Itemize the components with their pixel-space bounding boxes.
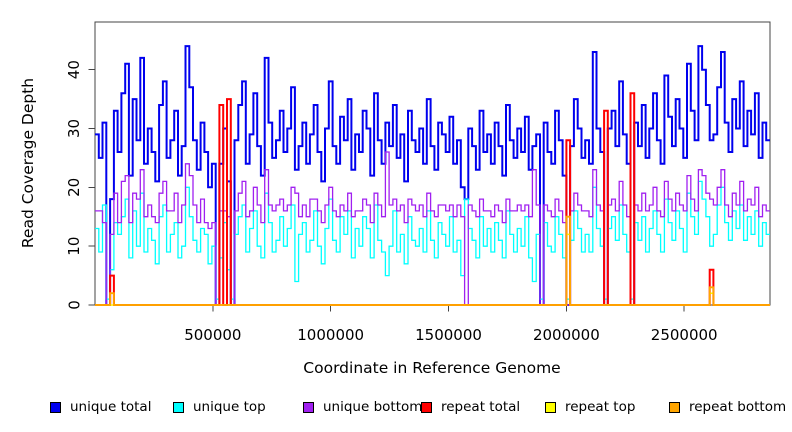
series-line-unique-total: [95, 45, 770, 306]
legend-swatch-repeat-total-icon: [421, 401, 432, 413]
legend: unique total unique top unique bottom re…: [0, 397, 792, 419]
y-axis-title: Read Coverage Depth: [19, 78, 37, 248]
y-tick-label: 0: [65, 300, 83, 310]
legend-label-unique-top: unique top: [193, 399, 266, 415]
x-tick-label: 1000000: [297, 326, 364, 344]
legend-label-repeat-bottom: repeat bottom: [689, 399, 787, 415]
x-tick-label: 500000: [184, 326, 241, 344]
legend-item-repeat-top: repeat top: [545, 397, 635, 417]
legend-swatch-unique-total-icon: [50, 401, 61, 413]
legend-label-unique-total: unique total: [70, 399, 152, 415]
legend-swatch-unique-bottom-icon: [303, 401, 314, 413]
coverage-plot: 500000 1000000 1500000 2000000 2500000 0 10 20 3…: [19, 21, 771, 377]
x-axis-title: Coordinate in Reference Genome: [303, 359, 560, 377]
legend-item-repeat-total: repeat total: [421, 397, 520, 417]
legend-swatch-unique-top-icon: [173, 401, 184, 413]
series-line-unique-bottom: [95, 151, 770, 306]
legend-item-repeat-bottom: repeat bottom: [669, 397, 786, 417]
legend-swatch-repeat-bottom-icon: [669, 401, 680, 413]
legend-swatch-repeat-top-icon: [545, 401, 556, 413]
series-lines: [95, 45, 770, 306]
series-line-unique-top: [95, 180, 770, 300]
axis-tick-labels: 500000 1000000 1500000 2000000 2500000 0 10 20 3…: [65, 60, 717, 344]
series-line-repeat-bottom: [95, 215, 770, 306]
y-tick-label: 30: [65, 119, 83, 138]
legend-item-unique-bottom: unique bottom: [303, 397, 422, 417]
x-tick-label: 1500000: [415, 326, 482, 344]
legend-label-repeat-top: repeat top: [565, 399, 636, 415]
x-tick-label: 2500000: [651, 326, 718, 344]
legend-label-unique-bottom: unique bottom: [323, 399, 423, 415]
x-tick-label: 2000000: [533, 326, 600, 344]
y-tick-label: 40: [65, 60, 83, 79]
legend-item-unique-top: unique top: [173, 397, 266, 417]
legend-label-repeat-total: repeat total: [441, 399, 521, 415]
legend-item-unique-total: unique total: [50, 397, 151, 417]
y-tick-label: 20: [65, 178, 83, 197]
y-tick-label: 10: [65, 237, 83, 256]
axis-ticks: [88, 69, 685, 312]
